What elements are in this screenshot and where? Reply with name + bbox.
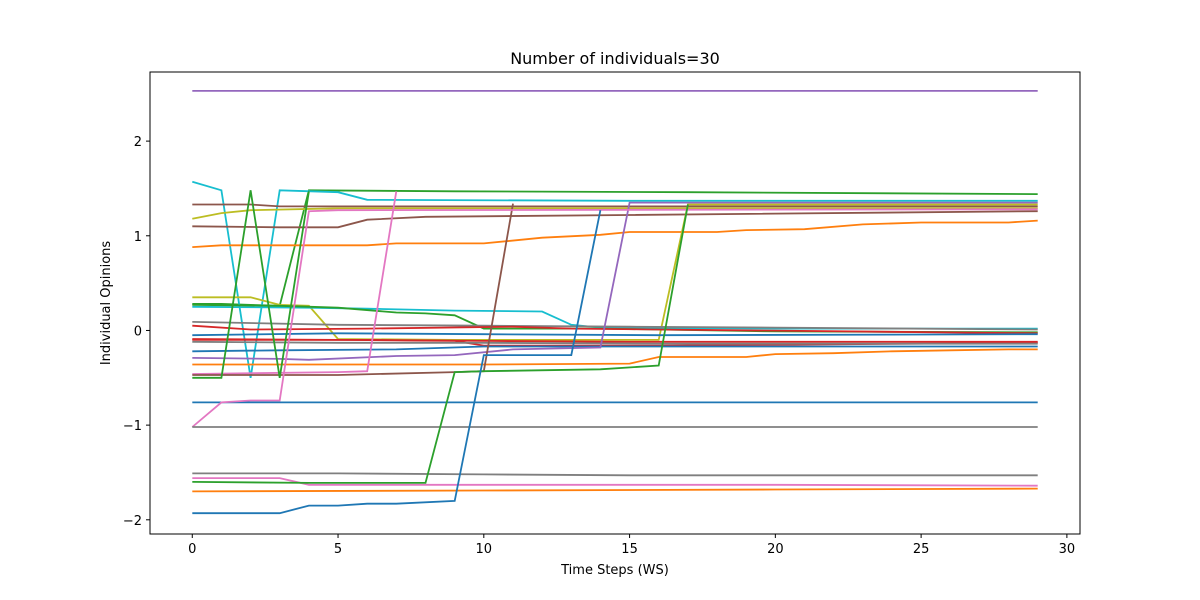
y-tick-label: −1 [123,419,142,434]
series-lines [191,90,1038,515]
chart-title: Number of individuals=30 [510,49,720,68]
series-line-24 [191,208,1038,428]
series-line-6 [192,210,1038,229]
series-line-13 [192,332,1038,337]
series-line-11 [192,321,1038,331]
series-line-15 [192,338,1038,343]
series-line-17 [192,345,1038,353]
x-tick-label: 20 [767,542,784,557]
y-axis-ticks: −2 −1 0 1 2 [123,135,150,529]
x-tick-label: 30 [1059,542,1076,557]
series-line-26 [192,472,1038,477]
y-tick-label: −2 [123,514,142,529]
series-line-12 [192,324,1038,335]
series-line-30 [192,210,602,515]
y-tick-label: 0 [134,324,142,339]
x-tick-label: 5 [334,542,342,557]
y-axis-label: Individual Opinions [99,241,114,366]
series-line-18 [192,201,1038,361]
plot-area [149,71,1081,535]
series-line-7 [192,219,1038,248]
x-tick-label: 10 [476,542,493,557]
x-tick-label: 15 [621,542,638,557]
x-axis-ticks: 0 5 10 15 20 25 30 [188,534,1075,557]
series-line-29 [192,487,1038,493]
series-line-2 [192,189,1038,307]
series-line-19 [192,348,1038,366]
x-tick-label: 0 [188,542,196,557]
series-line-27 [192,477,1038,487]
series-line-5 [192,207,1038,220]
series-line-3 [192,180,1038,378]
y-tick-label: 1 [134,230,142,245]
series-line-4 [192,203,1038,208]
series-line-22 [192,190,310,379]
x-axis-label: Time Steps (WS) [560,563,669,578]
series-line-28 [192,204,689,484]
x-tick-label: 25 [913,542,930,557]
series-line-20 [192,191,398,375]
y-tick-label: 2 [134,135,142,150]
